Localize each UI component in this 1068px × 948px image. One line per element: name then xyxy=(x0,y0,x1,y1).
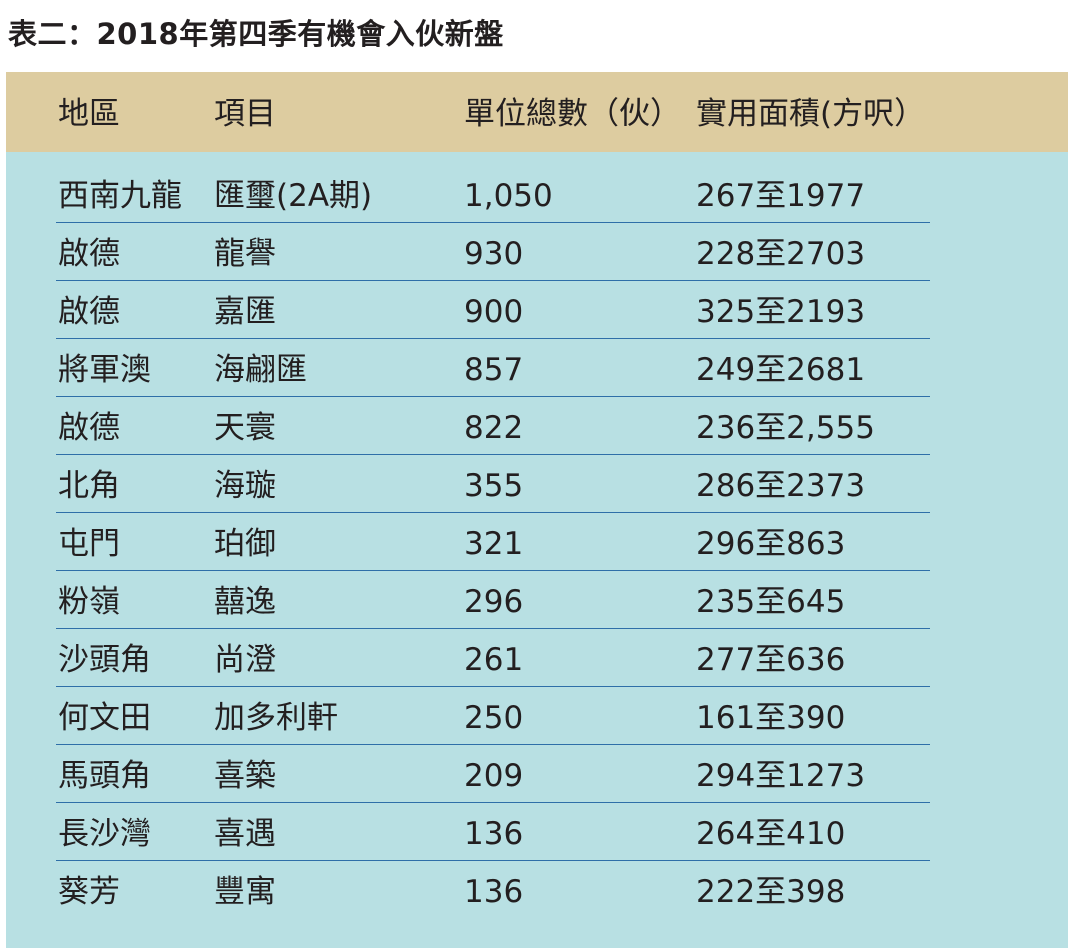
district-cell: 啟德 xyxy=(58,294,120,330)
area-cell: 228至2703 xyxy=(696,236,866,272)
row-divider xyxy=(56,628,930,629)
table-row: 啟德 龍譽 930 228至2703 xyxy=(6,228,1068,286)
column-header-project: 項目 xyxy=(214,96,276,132)
district-cell: 將軍澳 xyxy=(58,352,151,388)
project-cell: 龍譽 xyxy=(214,236,276,272)
project-cell: 喜遇 xyxy=(214,816,276,852)
project-cell: 海璇 xyxy=(214,468,276,504)
area-cell: 294至1273 xyxy=(696,758,866,794)
column-header-saleable-area: 實用面積(方呎） xyxy=(696,96,926,132)
area-cell: 249至2681 xyxy=(696,352,866,388)
area-cell: 296至863 xyxy=(696,526,846,562)
district-cell: 沙頭角 xyxy=(58,642,151,678)
project-cell: 嘉匯 xyxy=(214,294,276,330)
table-row: 葵芳 豐寓 136 222至398 xyxy=(6,866,1068,924)
area-cell: 267至1977 xyxy=(696,178,866,214)
units-cell: 355 xyxy=(464,468,524,504)
row-divider xyxy=(56,396,930,397)
area-cell: 277至636 xyxy=(696,642,846,678)
units-cell: 296 xyxy=(464,584,524,620)
column-header-total-units: 單位總數（伙） xyxy=(464,96,681,132)
table-row: 粉嶺 囍逸 296 235至645 xyxy=(6,576,1068,634)
district-cell: 啟德 xyxy=(58,236,120,272)
data-table: 地區 項目 單位總數（伙） 實用面積(方呎） 西南九龍 匯璽(2A期) 1,050 2… xyxy=(6,72,1068,948)
table-row: 何文田 加多利軒 250 161至390 xyxy=(6,692,1068,750)
units-cell: 822 xyxy=(464,410,524,446)
column-header-district: 地區 xyxy=(58,96,120,132)
table-row: 屯門 珀御 321 296至863 xyxy=(6,518,1068,576)
units-cell: 209 xyxy=(464,758,524,794)
units-cell: 1,050 xyxy=(464,178,553,214)
units-cell: 136 xyxy=(464,816,524,852)
row-divider xyxy=(56,280,930,281)
project-cell: 珀御 xyxy=(214,526,276,562)
project-cell: 囍逸 xyxy=(214,584,276,620)
district-cell: 長沙灣 xyxy=(58,816,151,852)
row-divider xyxy=(56,222,930,223)
table-row: 西南九龍 匯璽(2A期) 1,050 267至1977 xyxy=(6,170,1068,228)
row-divider xyxy=(56,338,930,339)
table-row: 沙頭角 尚澄 261 277至636 xyxy=(6,634,1068,692)
units-cell: 136 xyxy=(464,874,524,910)
table-row: 長沙灣 喜遇 136 264至410 xyxy=(6,808,1068,866)
area-cell: 222至398 xyxy=(696,874,846,910)
district-cell: 啟德 xyxy=(58,410,120,446)
area-cell: 235至645 xyxy=(696,584,846,620)
project-cell: 尚澄 xyxy=(214,642,276,678)
table-title: 表二：2018年第四季有機會入伙新盤 xyxy=(8,17,504,51)
table-header: 地區 項目 單位總數（伙） 實用面積(方呎） xyxy=(6,72,1068,152)
area-cell: 325至2193 xyxy=(696,294,866,330)
district-cell: 馬頭角 xyxy=(58,758,151,794)
district-cell: 葵芳 xyxy=(58,874,120,910)
units-cell: 321 xyxy=(464,526,524,562)
district-cell: 何文田 xyxy=(58,700,151,736)
row-divider xyxy=(56,686,930,687)
units-cell: 930 xyxy=(464,236,524,272)
district-cell: 北角 xyxy=(58,468,120,504)
units-cell: 250 xyxy=(464,700,524,736)
row-divider xyxy=(56,512,930,513)
project-cell: 喜築 xyxy=(214,758,276,794)
district-cell: 粉嶺 xyxy=(58,584,120,620)
row-divider xyxy=(56,570,930,571)
units-cell: 261 xyxy=(464,642,524,678)
district-cell: 屯門 xyxy=(58,526,120,562)
row-divider xyxy=(56,454,930,455)
table-row: 北角 海璇 355 286至2373 xyxy=(6,460,1068,518)
project-cell: 匯璽(2A期) xyxy=(214,178,373,214)
area-cell: 286至2373 xyxy=(696,468,866,504)
district-cell: 西南九龍 xyxy=(58,178,182,214)
area-cell: 236至2,555 xyxy=(696,410,875,446)
table-row: 馬頭角 喜築 209 294至1273 xyxy=(6,750,1068,808)
table-row: 將軍澳 海翩匯 857 249至2681 xyxy=(6,344,1068,402)
project-cell: 豐寓 xyxy=(214,874,276,910)
project-cell: 加多利軒 xyxy=(214,700,338,736)
row-divider xyxy=(56,860,930,861)
project-cell: 天寰 xyxy=(214,410,276,446)
table-row: 啟德 天寰 822 236至2,555 xyxy=(6,402,1068,460)
row-divider xyxy=(56,744,930,745)
area-cell: 264至410 xyxy=(696,816,846,852)
project-cell: 海翩匯 xyxy=(214,352,307,388)
table-row: 啟德 嘉匯 900 325至2193 xyxy=(6,286,1068,344)
units-cell: 900 xyxy=(464,294,524,330)
units-cell: 857 xyxy=(464,352,524,388)
area-cell: 161至390 xyxy=(696,700,846,736)
table-body: 西南九龍 匯璽(2A期) 1,050 267至1977 啟德 龍譽 930 228至2703 啟… xyxy=(6,170,1068,924)
row-divider xyxy=(56,802,930,803)
